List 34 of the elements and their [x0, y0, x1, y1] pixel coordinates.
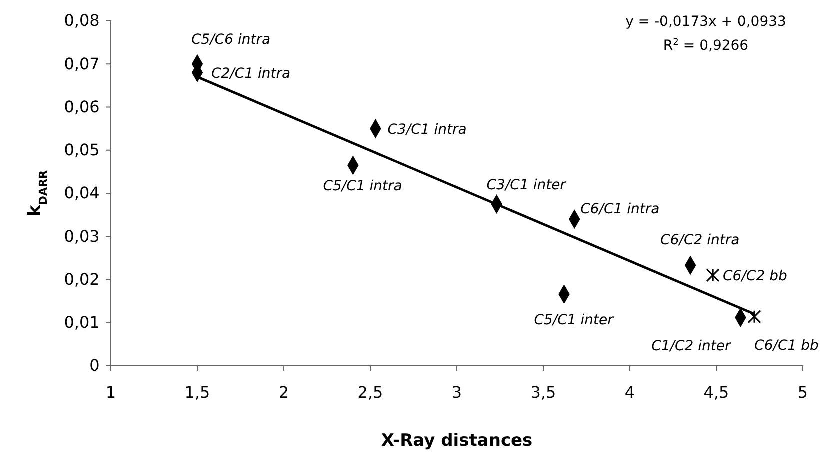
annotation: C5/C1 inter: [534, 312, 615, 328]
y-tick-label: 0,05: [64, 140, 100, 160]
y-tick-label: 0,01: [64, 312, 100, 332]
x-tick-label: 5: [798, 383, 808, 402]
x-tick-label: 3,5: [530, 383, 556, 402]
x-tick-label: 1: [106, 383, 116, 402]
point: [748, 310, 762, 324]
x-tick-label: 2,5: [358, 383, 384, 402]
annotation: C5/C1 intra: [323, 178, 402, 194]
annotation: C6/C2 intra: [660, 232, 740, 249]
y-tick-label: 0: [90, 356, 100, 376]
y-tick-label: 0,08: [64, 11, 100, 30]
y-tick-label: 0,06: [64, 97, 100, 116]
x-tick-label: 2: [278, 383, 290, 402]
annotation: C6/C1 bb: [754, 338, 819, 354]
annotation: C3/C1 intra: [388, 122, 467, 138]
annotation: C3/C1 inter: [486, 177, 568, 194]
y-tick-label: 0,04: [64, 184, 100, 203]
annotation: C6/C1 intra: [580, 201, 660, 218]
y-tick-label: 0,07: [64, 54, 100, 74]
annotation: C6/C2 bb: [723, 268, 788, 284]
annotation: C1/C2 inter: [652, 338, 732, 355]
annotation: y = -0,0173x + 0,0933: [626, 14, 786, 30]
annotation: C2/C1 intra: [212, 66, 291, 82]
y-tick-label: 0,03: [64, 226, 100, 246]
x-tick-label: 3: [452, 383, 462, 402]
y-tick-label: 0,02: [64, 270, 100, 289]
x-tick-label: 1,5: [184, 383, 210, 402]
annotation: R$^{2}$ = 0,9266: [663, 38, 749, 54]
point: [706, 268, 720, 282]
x-axis-title: X-Ray distances: [381, 431, 533, 451]
x-tick-label: 4: [624, 383, 636, 402]
annotation: C5/C6 intra: [192, 32, 271, 48]
x-tick-label: 4,5: [704, 383, 730, 402]
